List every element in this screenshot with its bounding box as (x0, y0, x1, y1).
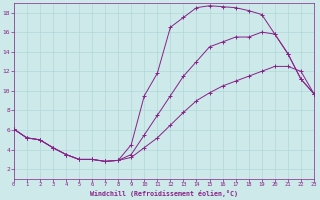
X-axis label: Windchill (Refroidissement éolien,°C): Windchill (Refroidissement éolien,°C) (90, 190, 238, 197)
